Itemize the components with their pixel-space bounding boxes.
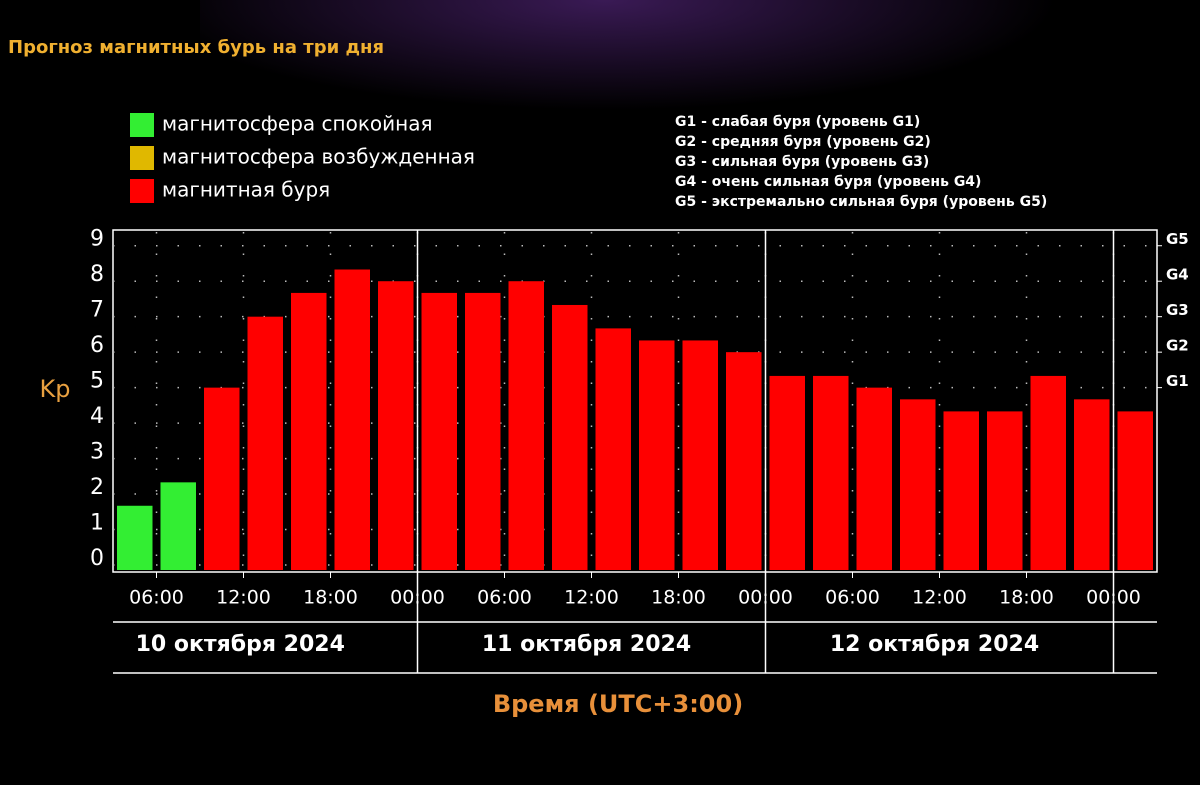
y-tick-label: 1 bbox=[90, 511, 104, 536]
g-scale-note: G1 - слабая буря (уровень G1) bbox=[675, 114, 920, 130]
bar bbox=[900, 399, 936, 570]
y-tick-label: 3 bbox=[90, 440, 104, 465]
bar bbox=[160, 482, 196, 570]
y-tick-label: 0 bbox=[90, 546, 104, 571]
legend-label: магнитосфера спокойная bbox=[162, 112, 433, 136]
y2-tick-label: G2 bbox=[1166, 337, 1189, 355]
y-tick-label: 8 bbox=[90, 262, 104, 287]
bar bbox=[291, 292, 327, 570]
y2-tick-label: G3 bbox=[1166, 301, 1189, 319]
bar bbox=[639, 340, 675, 570]
bar bbox=[1074, 399, 1110, 570]
chart-title: Прогноз магнитных бурь на три дня bbox=[8, 37, 384, 58]
bar bbox=[334, 269, 370, 570]
bar bbox=[1030, 375, 1066, 570]
y-tick-label: 5 bbox=[90, 369, 104, 394]
bar bbox=[378, 281, 414, 570]
x-tick-label: 18:00 bbox=[303, 587, 358, 609]
day-label: 11 октября 2024 bbox=[482, 632, 691, 657]
x-tick-label: 06:00 bbox=[825, 587, 880, 609]
y-axis-label: Kp bbox=[40, 375, 71, 403]
legend-swatch bbox=[130, 113, 154, 137]
bar bbox=[726, 352, 762, 570]
legend-label: магнитосфера возбужденная bbox=[162, 145, 475, 169]
y-tick-label: 4 bbox=[90, 404, 104, 429]
bar bbox=[508, 281, 544, 570]
x-tick-label: 06:00 bbox=[129, 587, 184, 609]
bar bbox=[769, 375, 805, 570]
g-scale-note: G2 - средняя буря (уровень G2) bbox=[675, 134, 931, 150]
g-scale-note: G3 - сильная буря (уровень G3) bbox=[675, 154, 929, 170]
bar bbox=[465, 292, 501, 570]
background-glow bbox=[200, 0, 1100, 220]
plot-frame bbox=[112, 229, 1158, 573]
y-tick-label: 6 bbox=[90, 333, 104, 358]
bar bbox=[987, 411, 1023, 570]
legend-swatch bbox=[130, 179, 154, 203]
legend-swatch bbox=[130, 146, 154, 170]
bar bbox=[421, 292, 457, 570]
bar bbox=[595, 328, 631, 570]
y-tick-label: 7 bbox=[90, 298, 104, 323]
bar bbox=[1117, 411, 1153, 570]
bar bbox=[682, 340, 718, 570]
bar bbox=[552, 304, 588, 570]
day-label: 10 октября 2024 bbox=[136, 632, 345, 657]
bar bbox=[247, 316, 283, 570]
day-label: 12 октября 2024 bbox=[830, 632, 1039, 657]
legend-label: магнитная буря bbox=[162, 178, 330, 202]
bar bbox=[856, 387, 892, 570]
y2-tick-label: G1 bbox=[1166, 372, 1189, 390]
x-tick-label: 06:00 bbox=[477, 587, 532, 609]
bar bbox=[813, 375, 849, 570]
x-tick-label: 12:00 bbox=[912, 587, 967, 609]
x-tick-label: 18:00 bbox=[651, 587, 706, 609]
bar bbox=[117, 505, 153, 570]
g-scale-note: G4 - очень сильная буря (уровень G4) bbox=[675, 174, 981, 190]
x-tick-label: 18:00 bbox=[999, 587, 1054, 609]
x-axis-label: Время (UTC+3:00) bbox=[493, 690, 743, 718]
y-tick-label: 2 bbox=[90, 475, 104, 500]
y-tick-label: 9 bbox=[90, 227, 104, 252]
y2-tick-label: G5 bbox=[1166, 230, 1189, 248]
y2-tick-label: G4 bbox=[1166, 266, 1189, 284]
g-scale-note: G5 - экстремально сильная буря (уровень … bbox=[675, 194, 1047, 210]
x-tick-label: 12:00 bbox=[216, 587, 271, 609]
x-tick-label: 12:00 bbox=[564, 587, 619, 609]
bar bbox=[204, 387, 240, 570]
bar bbox=[943, 411, 979, 570]
